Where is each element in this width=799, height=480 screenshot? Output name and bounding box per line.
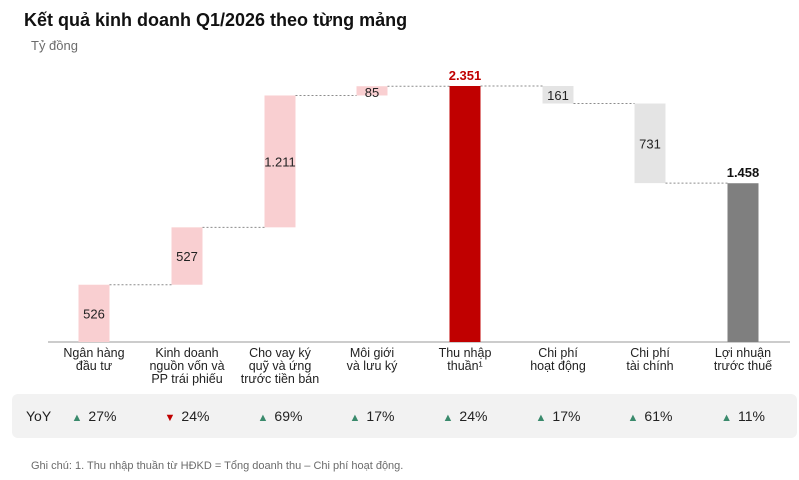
- data-label: 1.458: [727, 165, 760, 180]
- yoy-value: 69%: [274, 408, 303, 424]
- data-label: 527: [176, 249, 198, 264]
- yoy-item: ▲ 69%: [235, 408, 325, 424]
- yoy-value: 24%: [459, 408, 488, 424]
- bar: [542, 86, 574, 104]
- category-label: Lợi nhuận trước thuế: [714, 346, 772, 373]
- bar: [356, 86, 388, 96]
- yoy-label: YoY: [26, 408, 52, 424]
- yoy-item: ▼ 24%: [142, 408, 232, 424]
- data-label: 2.351: [449, 68, 482, 83]
- triangle-up-icon: ▲: [627, 412, 639, 424]
- data-label: 526: [83, 306, 105, 321]
- yoy-row: YoY ▲ 27% ▼ 24% ▲ 69% ▲ 17% ▲ 24% ▲ 17% ▲ 61% ▲ 11%: [12, 394, 797, 438]
- triangle-up-icon: ▲: [257, 412, 269, 424]
- unit-label: Tỷ đồng: [31, 38, 78, 53]
- category-label: Kinh doanh nguồn vốn và PP trái phiếu: [149, 346, 224, 386]
- yoy-value: 24%: [181, 408, 210, 424]
- yoy-item: ▲ 11%: [698, 408, 788, 424]
- category-label: Chi phí tài chính: [626, 346, 673, 373]
- yoy-value: 11%: [737, 408, 765, 424]
- category-label: Chi phí hoạt động: [530, 346, 586, 373]
- yoy-item: ▲ 61%: [605, 408, 695, 424]
- triangle-up-icon: ▲: [721, 412, 732, 424]
- data-label: 85: [365, 85, 379, 100]
- yoy-value: 27%: [88, 408, 117, 424]
- data-label: 161: [547, 88, 569, 103]
- category-label: Ngân hàng đầu tư: [63, 346, 124, 373]
- footnote: Ghi chú: 1. Thu nhập thuần từ HĐKD = Tổn…: [31, 460, 404, 472]
- bar: [727, 183, 759, 342]
- bar: [449, 86, 481, 342]
- triangle-up-icon: ▲: [71, 412, 83, 424]
- yoy-item: ▲ 24%: [420, 408, 510, 424]
- yoy-value: 61%: [644, 408, 673, 424]
- yoy-item: ▲ 27%: [49, 408, 139, 424]
- triangle-up-icon: ▲: [349, 412, 361, 424]
- category-label: Thu nhập thuần¹: [439, 346, 492, 373]
- triangle-up-icon: ▲: [535, 412, 547, 424]
- category-label: Cho vay ký quỹ và ứng trước tiền bán: [241, 346, 319, 386]
- yoy-value: 17%: [366, 408, 395, 424]
- chart-title: Kết quả kinh doanh Q1/2026 theo từng mản…: [24, 10, 408, 30]
- bar: [634, 103, 666, 184]
- triangle-down-icon: ▼: [164, 412, 176, 424]
- waterfall-chart: 526 527 1.211 85 2.351 161 731 1.458 Ngân hàng đầ…: [48, 68, 790, 386]
- data-label: 1.211: [264, 154, 296, 169]
- bar: [78, 284, 110, 342]
- bar: [264, 95, 296, 228]
- yoy-value: 17%: [552, 408, 581, 424]
- triangle-up-icon: ▲: [442, 412, 454, 424]
- data-label: 731: [639, 136, 661, 151]
- category-label: Môi giới và lưu ký: [347, 346, 398, 373]
- bar: [171, 227, 203, 285]
- yoy-item: ▲ 17%: [513, 408, 603, 424]
- yoy-item: ▲ 17%: [327, 408, 417, 424]
